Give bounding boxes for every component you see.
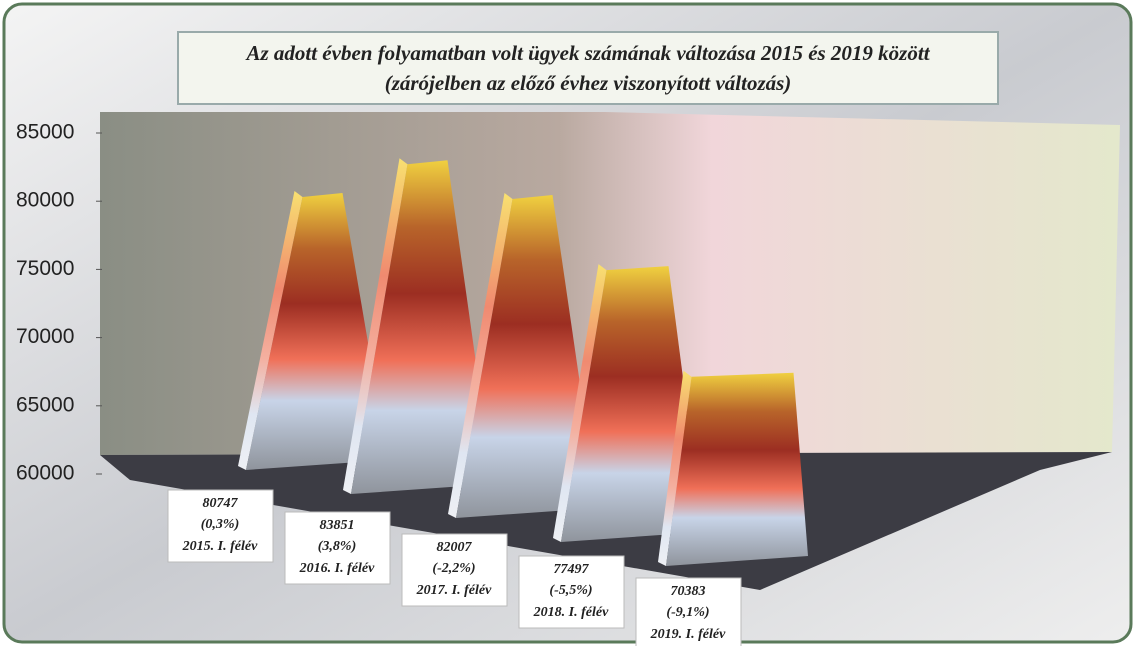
- y-tick-label: 80000: [16, 189, 74, 212]
- pyramid-left-face: [448, 193, 513, 518]
- y-tick-label: 60000: [16, 462, 74, 485]
- x-tick-label: 2017. I. félév: [416, 583, 492, 598]
- title-box: [177, 31, 999, 105]
- x-tick-label: 2018. I. félév: [533, 605, 609, 620]
- pyramid: [351, 160, 493, 495]
- chart-title: Az adott évben folyamatban volt ügyek sz…: [244, 41, 930, 65]
- data-label-value: 80747: [203, 496, 239, 511]
- data-label-box: [635, 577, 742, 651]
- data-label-value: 82007: [437, 540, 473, 555]
- x-tick-label: 2015. I. félév: [182, 539, 258, 554]
- data-label-value: 70383: [671, 584, 706, 599]
- data-label-change: (-2,2%): [432, 561, 475, 576]
- data-label-value: 83851: [320, 518, 355, 533]
- y-tick-label: 75000: [16, 257, 74, 280]
- pyramid: [456, 195, 598, 518]
- data-label-box: [167, 489, 274, 563]
- data-label-box: [518, 555, 625, 629]
- x-tick-label: 2016. I. félév: [299, 561, 375, 576]
- x-tick-label: 2019. I. félév: [650, 627, 726, 642]
- pyramid-left-face: [658, 370, 692, 566]
- data-label-change: (-5,5%): [549, 583, 592, 598]
- pyramid-left-face: [553, 264, 607, 542]
- pyramid: [561, 266, 703, 542]
- y-tick-label: 70000: [16, 325, 74, 348]
- pyramid-left-face: [238, 191, 303, 470]
- y-tick-label: 85000: [16, 121, 74, 144]
- pyramid: [666, 372, 808, 566]
- chart-subtitle: (zárójelben az előző évhez viszonyított …: [385, 71, 792, 95]
- data-label-change: (-9,1%): [666, 605, 709, 620]
- pyramid-left-face: [343, 158, 408, 495]
- y-tick-label: 65000: [16, 393, 74, 416]
- data-label-value: 77497: [554, 562, 590, 577]
- data-label-change: (3,8%): [318, 539, 357, 554]
- pyramid: [246, 193, 388, 470]
- data-label-change: (0,3%): [201, 517, 240, 532]
- data-label-box: [401, 533, 508, 607]
- data-label-box: [284, 511, 391, 585]
